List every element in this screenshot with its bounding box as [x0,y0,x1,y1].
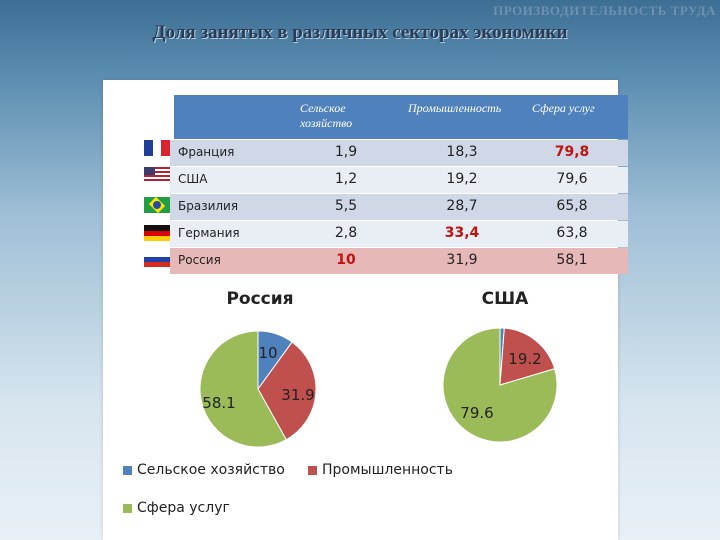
russia-slice-industry [257,341,317,441]
slice-label-russia-industry: 31.9 [281,386,314,404]
russia-slice-services [199,330,287,448]
legend-label-industry: Промышленность [322,462,453,478]
cell-industry: 28,7 [446,198,478,214]
table-row: Германия 2,8 33,4 63,8 [170,221,628,247]
slice-label-russia-agriculture: 10 [258,344,277,362]
table-row: Франция 1,9 18,3 79,8 [170,140,628,166]
slide-title: Доля занятых в различных секторах эконом… [152,22,568,43]
legend-label-services: Сфера услуг [137,500,230,516]
cell-services: 63,8 [556,225,588,241]
country-name: Франция [178,145,235,159]
table-row: Россия 10 31,9 58,1 [170,248,628,274]
col-header-services: Сфера услуг [532,101,595,115]
flag-russia-icon [144,251,170,267]
flag-usa-icon [144,167,170,183]
country-name: США [178,172,208,186]
legend-swatch-agriculture [123,466,132,475]
cell-services: 65,8 [556,198,588,214]
cell-services: 79,6 [556,171,588,187]
pie-usa [442,327,558,443]
table-header: Сельское хозяйство Промышленность Сфера … [174,95,628,139]
slice-label-usa-industry: 19.2 [508,350,541,368]
cell-industry: 19,2 [446,171,478,187]
cell-industry: 31,9 [446,252,478,268]
flag-germany-icon [144,225,170,241]
slice-label-russia-services: 58.1 [202,394,235,412]
cell-industry: 33,4 [444,225,480,241]
chart-title-russia: Россия [226,289,293,309]
cell-agriculture: 10 [336,252,356,268]
legend-swatch-services [123,504,132,513]
flag-france-icon [144,140,170,156]
cell-services: 58,1 [556,252,588,268]
table-row: США 1,2 19,2 79,6 [170,167,628,193]
legend-label-agriculture: Сельское хозяйство [137,462,285,478]
usa-slice-services [442,327,558,443]
col-header-industry: Промышленность [408,101,502,115]
cell-industry: 18,3 [446,144,478,160]
country-name: Россия [178,253,221,267]
legend-swatch-industry [308,466,317,475]
country-name: Бразилия [178,199,239,213]
cell-agriculture: 5,5 [334,198,358,214]
country-name: Германия [178,226,240,240]
cell-agriculture: 2,8 [334,225,358,241]
slice-label-usa-services: 79.6 [460,404,493,422]
flag-brazil-icon [144,197,170,213]
cell-agriculture: 1,9 [334,144,358,160]
cell-services: 79,8 [554,144,590,160]
corner-heading: ПРОИЗВОДИТЕЛЬНОСТЬ ТРУДА [493,3,716,18]
pie-russia [199,330,317,448]
cell-agriculture: 1,2 [334,171,358,187]
table-row: Бразилия 5,5 28,7 65,8 [170,194,628,220]
chart-title-usa: США [482,289,529,309]
col-header-agriculture: Сельское хозяйство [300,101,353,130]
usa-slice-industry [499,327,556,386]
